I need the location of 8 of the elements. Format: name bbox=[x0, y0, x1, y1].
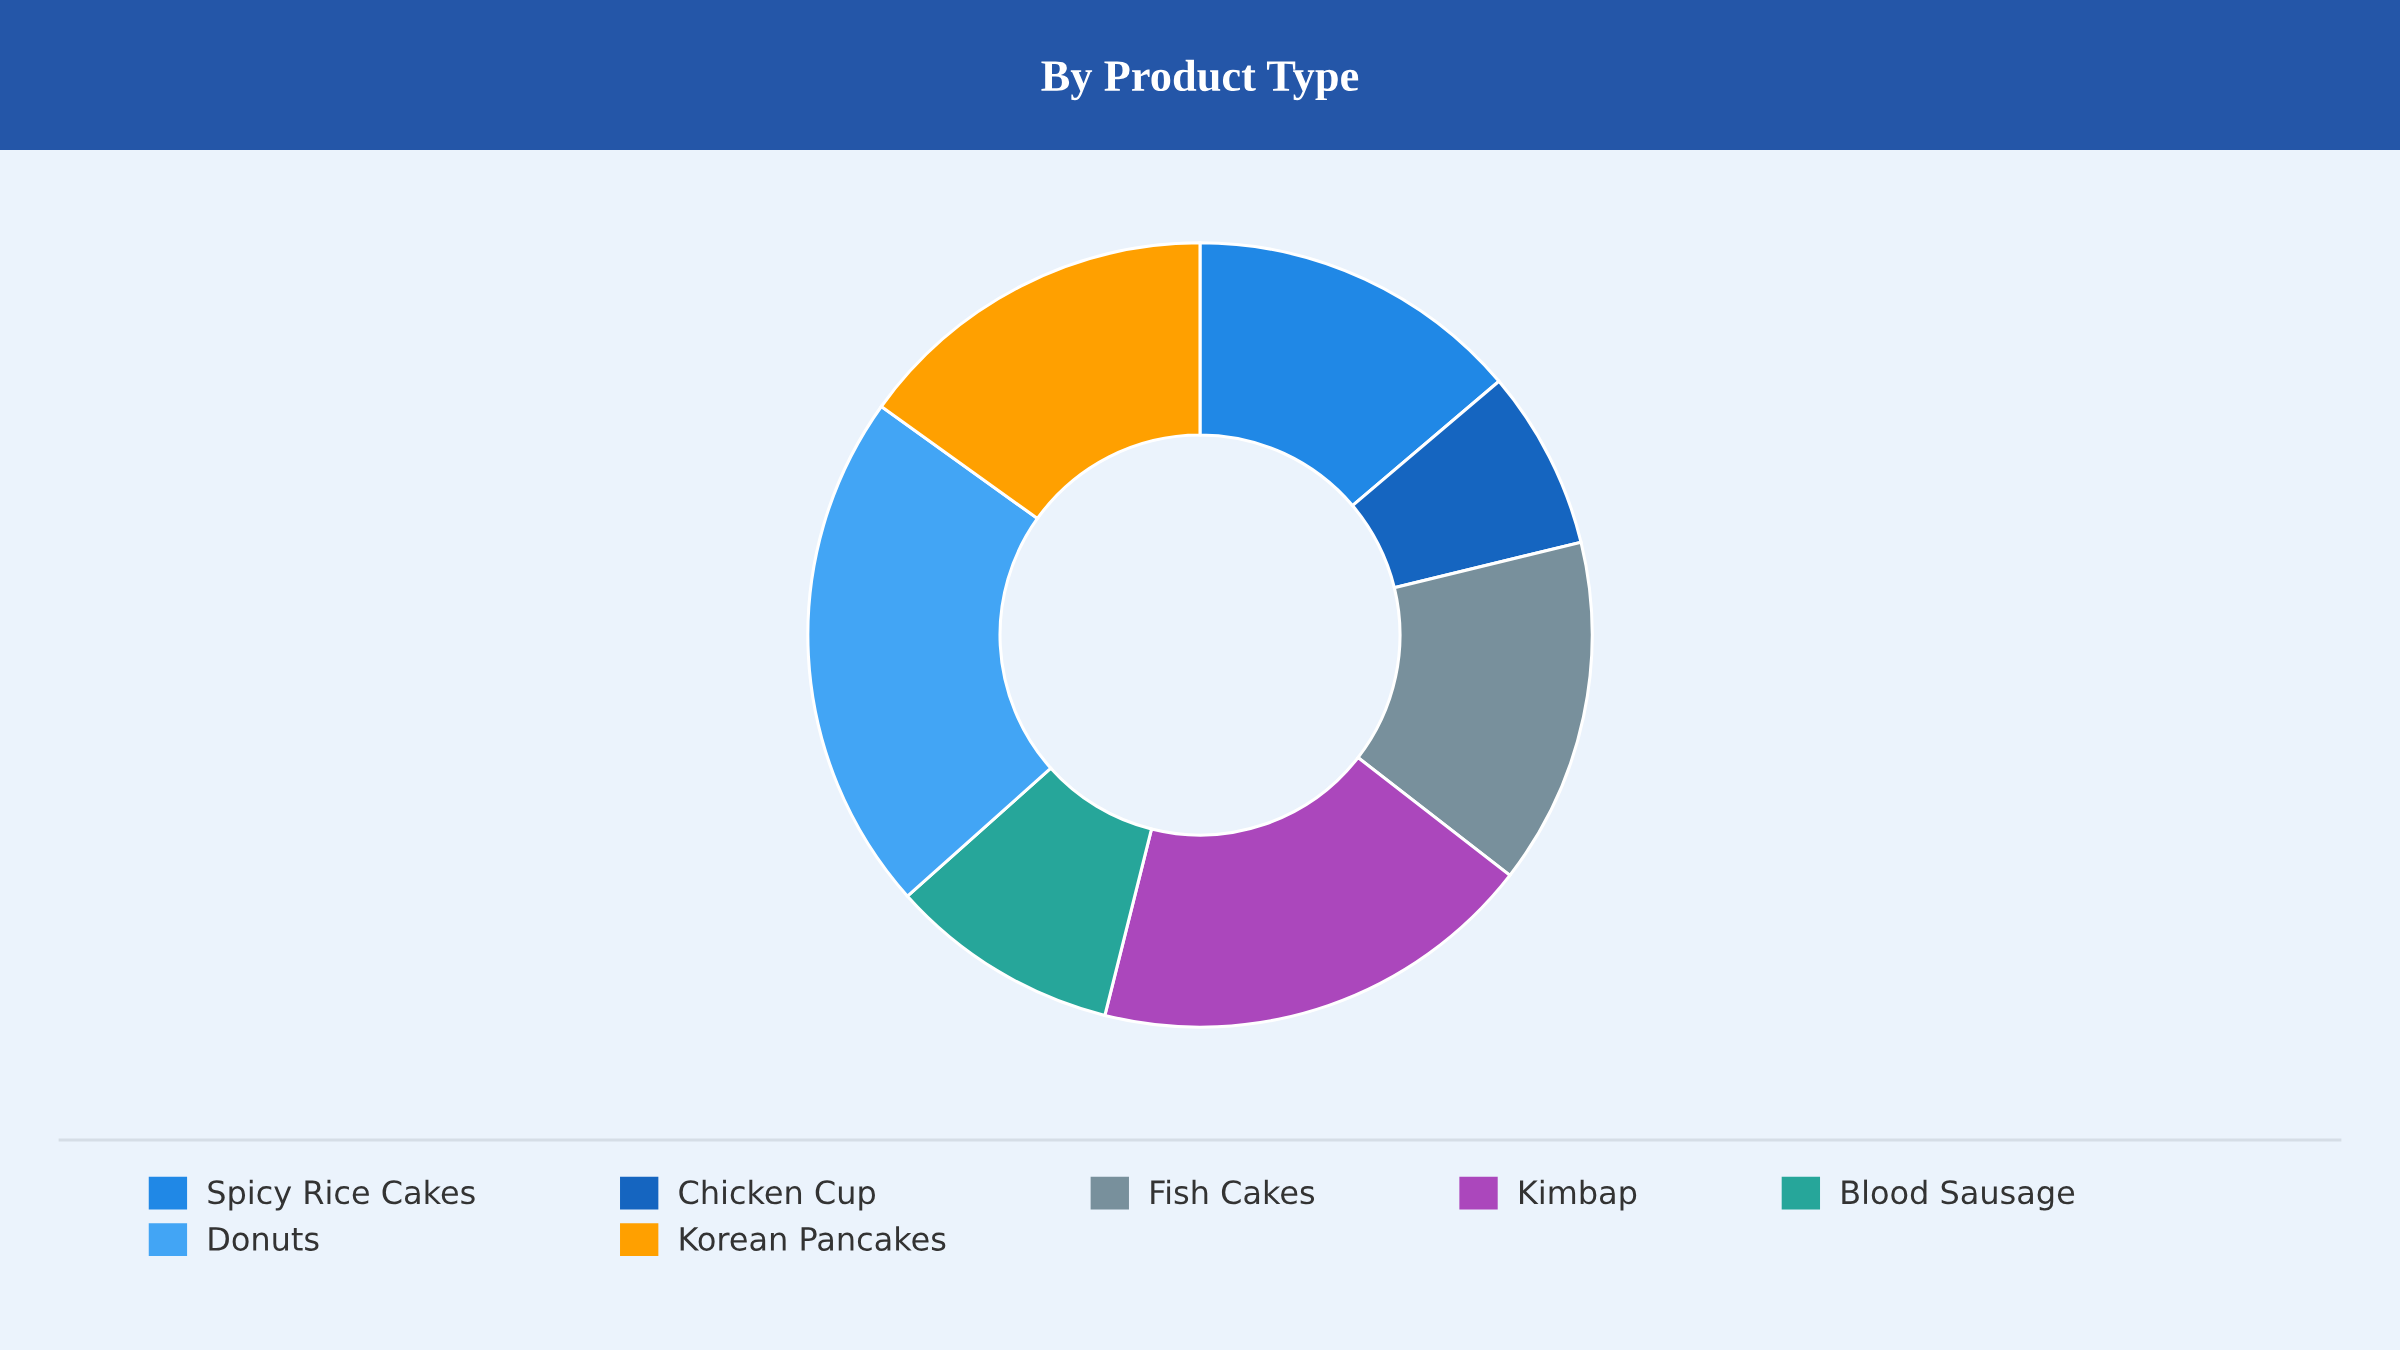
chart-title: By Product Type bbox=[1041, 59, 1359, 101]
legend-label: Blood Sausage bbox=[1842, 1179, 2075, 1211]
legend-label: Donuts bbox=[209, 1227, 319, 1251]
legend-label: Korean Pancakes bbox=[680, 1226, 946, 1251]
legend-label: Fish Cakes bbox=[1151, 1179, 1315, 1205]
legend-label: Spicy Rice Cakes bbox=[208, 1179, 475, 1211]
legend-label: Chicken Cup bbox=[679, 1179, 875, 1211]
legend-label: Kimbap bbox=[1520, 1179, 1637, 1211]
